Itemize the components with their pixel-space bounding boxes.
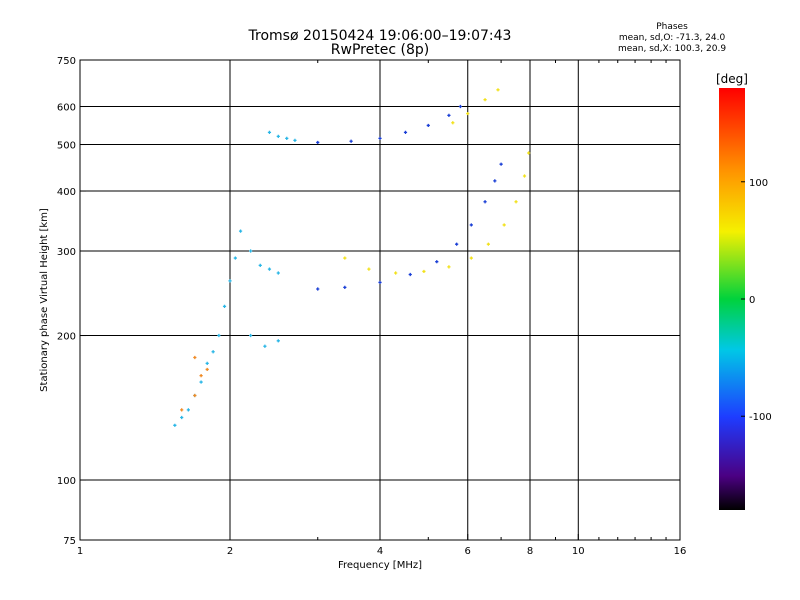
y-axis-ticks: 75 100 200 300 400 500 600 750 (57, 56, 86, 547)
data-point (408, 272, 412, 277)
data-point (293, 138, 297, 142)
data-point (276, 339, 280, 343)
y-tick-label: 500 (57, 141, 76, 152)
data-point (422, 269, 426, 274)
data-point (426, 123, 430, 128)
data-point (367, 267, 371, 271)
x-axis-label: Frequency [MHz] (338, 560, 422, 571)
x-tick-label: 4 (377, 546, 383, 557)
data-point (435, 260, 439, 264)
colorbar-ticks: 100 0 -100 (741, 178, 772, 423)
chart-title-line2: RwPretec (8p) (330, 42, 430, 58)
data-point (527, 151, 531, 155)
data-point (343, 256, 347, 260)
data-point (228, 279, 232, 283)
data-point (486, 242, 490, 246)
y-tick-label: 300 (57, 247, 76, 258)
data-point (447, 113, 451, 117)
data-point (180, 408, 184, 412)
colorbar-tick-label: 100 (749, 178, 768, 189)
data-points (173, 88, 531, 427)
colorbar-tick-label: -100 (749, 412, 772, 423)
colorbar-tick-label: 0 (749, 295, 755, 306)
data-point (276, 134, 280, 138)
y-tick-label: 750 (57, 56, 76, 67)
data-point (263, 344, 267, 348)
y-tick-label: 400 (57, 187, 76, 198)
data-point (378, 136, 382, 140)
data-point (316, 140, 320, 145)
data-point (199, 380, 203, 384)
x-tick-label: 16 (674, 546, 687, 557)
data-point (394, 271, 398, 275)
data-point (455, 242, 459, 246)
data-point (343, 285, 347, 289)
y-tick-label: 100 (57, 476, 76, 487)
data-point (205, 367, 209, 372)
x-tick-label: 10 (572, 546, 585, 557)
data-point (267, 130, 272, 134)
grid-lines (80, 60, 680, 540)
x-tick-label: 1 (77, 546, 83, 557)
phases-x-stats: mean, sd,X: 100.3, 20.9 (617, 44, 727, 54)
data-point (483, 98, 487, 102)
y-tick-label: 75 (63, 536, 76, 547)
x-tick-label: 2 (227, 546, 233, 557)
data-point (193, 355, 197, 360)
data-point (186, 408, 190, 412)
data-point (199, 374, 203, 378)
data-point (458, 104, 463, 109)
data-point (238, 229, 243, 233)
data-point (483, 200, 487, 204)
data-point (466, 111, 470, 116)
data-point (469, 223, 473, 227)
phases-title: Phases (656, 22, 688, 32)
data-point (249, 333, 253, 338)
data-point (496, 88, 500, 92)
data-point (205, 361, 209, 365)
data-point (447, 265, 451, 269)
data-point (499, 162, 503, 166)
data-point (180, 415, 184, 420)
data-point (258, 263, 262, 267)
data-point (173, 423, 177, 427)
colorbar (719, 88, 745, 510)
y-tick-label: 600 (57, 103, 76, 114)
data-point (522, 174, 527, 178)
chart-title-line1: Tromsø 20150424 19:06:00–19:07:43 (248, 28, 512, 44)
data-point (276, 271, 280, 275)
data-point (193, 393, 197, 398)
data-point (249, 249, 253, 253)
y-tick-label: 200 (57, 332, 76, 343)
data-point (211, 350, 215, 354)
data-point (451, 121, 455, 125)
phases-o-stats: mean, sd,O: -71.3, 24.0 (618, 33, 726, 43)
data-point (222, 304, 227, 308)
data-point (514, 200, 518, 204)
data-point (267, 267, 272, 271)
data-point (493, 179, 497, 183)
data-point (217, 333, 221, 338)
data-point (378, 280, 382, 285)
x-tick-label: 8 (527, 546, 533, 557)
data-point (316, 287, 320, 291)
data-point (502, 223, 506, 227)
data-point (349, 139, 353, 143)
data-point (233, 256, 237, 260)
x-axis-ticks: 1 2 4 6 8 10 16 (77, 60, 687, 557)
data-point (285, 136, 289, 140)
data-point (469, 256, 473, 260)
y-axis-label: Stationary phase Virtual Height [km] (39, 208, 50, 392)
x-tick-label: 6 (465, 546, 471, 557)
data-point (403, 130, 408, 134)
colorbar-label: [deg] (716, 72, 748, 86)
